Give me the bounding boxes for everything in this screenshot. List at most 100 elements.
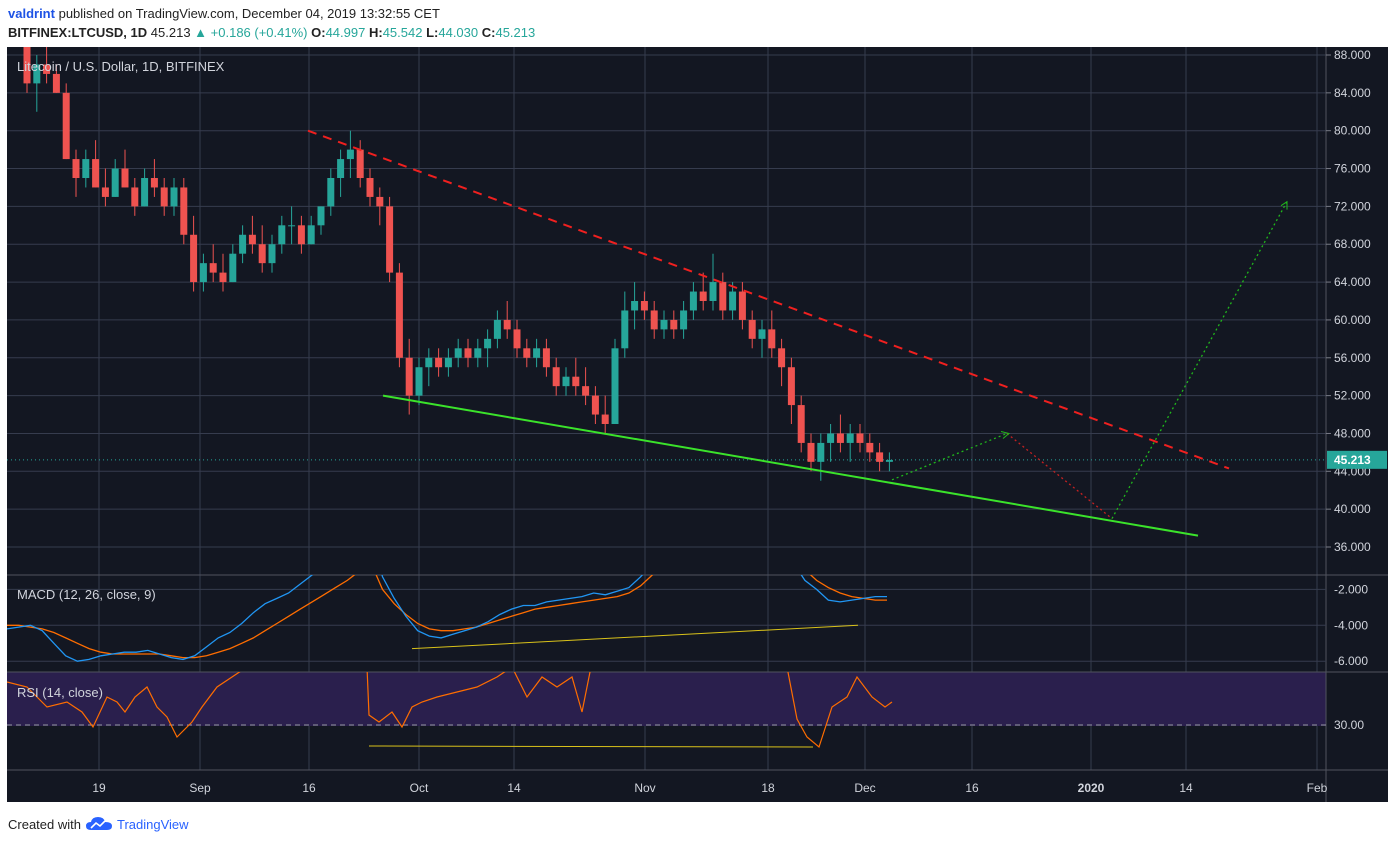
last-price: 45.213	[150, 25, 191, 40]
candle-body	[523, 348, 531, 358]
candle-body	[807, 442, 815, 462]
candle-body	[611, 348, 619, 424]
low-value: 44.030	[438, 25, 479, 40]
grid	[7, 47, 1326, 770]
candle-body	[709, 282, 717, 301]
author-name[interactable]: valdrint	[8, 6, 55, 21]
candle-body	[699, 291, 707, 301]
time-tick-label: 14	[1179, 781, 1193, 795]
candle-body	[258, 244, 266, 264]
price-tick-label: 72.000	[1334, 199, 1371, 213]
candle-body	[72, 159, 80, 178]
candle-body	[131, 187, 139, 207]
candle-body	[141, 178, 149, 207]
candle-body	[474, 348, 482, 358]
candle-body	[836, 433, 844, 443]
candle-body	[317, 206, 325, 226]
candle-body	[288, 225, 296, 227]
price-tick-label: 76.000	[1334, 162, 1371, 176]
candle-body	[82, 159, 90, 178]
publish-info: valdrint published on TradingView.com, D…	[8, 6, 440, 21]
candle-body	[111, 168, 119, 197]
candle-body	[787, 367, 795, 406]
candle-body	[454, 348, 462, 358]
price-chart[interactable]: 88.000 84.000 80.000 76.000 72.000 68.000 64.0…	[7, 36, 1388, 802]
candle-body	[425, 357, 433, 368]
close-value: 45.213	[495, 25, 536, 40]
publish-text: published on TradingView.com, December 0…	[58, 6, 440, 21]
symbol-info: BITFINEX:LTCUSD, 1D 45.213 ▲ +0.186 (+0.…	[8, 25, 535, 40]
candle-body	[190, 234, 198, 283]
candle-body	[866, 442, 874, 453]
rsi-divergence-line	[368, 745, 814, 748]
candle-body	[297, 225, 305, 245]
price-tick-label: 56.000	[1334, 351, 1371, 365]
macd-tick-label: -2.000	[1334, 582, 1368, 596]
candle-body	[797, 405, 805, 443]
created-with-text: Created with	[8, 816, 81, 832]
macd-pane	[7, 575, 1326, 662]
last-price-label: 45.213	[1334, 453, 1371, 467]
candle-body	[62, 92, 70, 160]
time-tick-label: 18	[761, 781, 775, 795]
candle-body	[229, 253, 237, 283]
price-tick-label: 88.000	[1334, 48, 1371, 62]
candle-body	[533, 348, 541, 358]
candle-body	[689, 291, 697, 311]
arrowhead	[1000, 430, 1011, 439]
price-change: ▲ +0.186 (+0.41%)	[194, 25, 308, 40]
candle-body	[395, 272, 403, 358]
time-tick-label: Feb	[1307, 781, 1328, 795]
candle-body	[768, 329, 776, 349]
candle-body	[876, 452, 884, 462]
candle-body	[464, 348, 472, 358]
price-tick-label: 84.000	[1334, 86, 1371, 100]
candle-body	[248, 234, 256, 245]
time-tick-label: Dec	[854, 781, 875, 795]
candle-body	[758, 329, 766, 339]
candle-body	[738, 291, 746, 320]
candle-body	[239, 234, 247, 254]
panes	[7, 47, 1388, 802]
footer: Created with TradingView	[8, 816, 189, 832]
candle-body	[170, 187, 178, 207]
candle-body	[33, 64, 41, 84]
candle-body	[650, 310, 658, 330]
candle-body	[503, 319, 511, 330]
candle-body	[386, 206, 394, 273]
price-tick-label: 60.000	[1334, 313, 1371, 327]
candle-body	[729, 291, 737, 311]
candle-body	[52, 73, 60, 93]
tradingview-cloud-icon	[85, 817, 112, 830]
candle-body	[640, 301, 648, 311]
resistance-trendline	[307, 129, 1230, 470]
candle-body	[582, 386, 590, 396]
rsi-pane	[7, 672, 1326, 749]
candle-body	[337, 159, 345, 178]
candle-body	[376, 196, 384, 207]
chart-area[interactable]: 88.000 84.000 80.000 76.000 72.000 68.000 64.0…	[7, 36, 1388, 802]
tradingview-link[interactable]: TradingView	[116, 816, 189, 832]
candle-body	[493, 319, 501, 339]
chart-title: Litecoin / U.S. Dollar, 1D, BITFINEX	[17, 59, 225, 74]
high-value: 45.542	[382, 25, 423, 40]
candle-body	[856, 433, 864, 443]
candle-body	[670, 319, 678, 330]
candle-body	[209, 263, 217, 273]
candle-body	[542, 348, 550, 368]
macd-label: MACD (12, 26, close, 9)	[17, 587, 156, 602]
candle-body	[513, 329, 521, 349]
candle-body	[121, 168, 129, 188]
candle-body	[572, 376, 580, 387]
candle-body	[778, 348, 786, 368]
candle-body	[719, 282, 727, 311]
candle-body	[366, 178, 374, 197]
time-tick-label: 2020	[1078, 781, 1105, 795]
candles	[23, 36, 893, 481]
time-tick-label: 16	[302, 781, 316, 795]
rsi-tick-label: 30.00	[1334, 718, 1364, 732]
time-tick-label: 16	[965, 781, 979, 795]
price-tick-label: 80.000	[1334, 124, 1371, 138]
time-tick-label: Oct	[410, 781, 429, 795]
open-label: O:	[311, 25, 326, 40]
